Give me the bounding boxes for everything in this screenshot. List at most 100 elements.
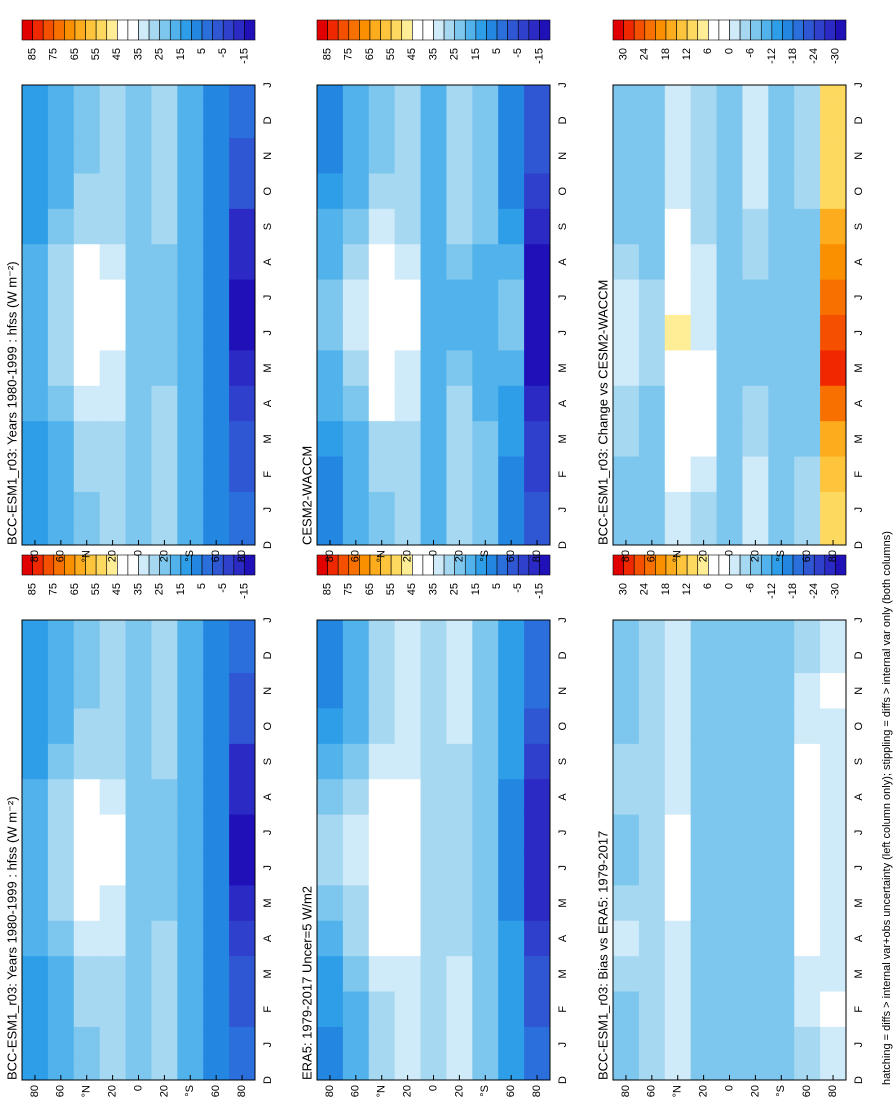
colorbar-label: 25 (154, 48, 166, 60)
cell (742, 672, 769, 709)
cell (664, 243, 692, 280)
cell (394, 208, 421, 245)
y-tick-label: 60 (646, 550, 658, 562)
x-tick-label: A (262, 934, 274, 942)
cell (317, 991, 344, 1027)
cell (420, 314, 447, 351)
cell (203, 137, 230, 174)
colorbar-label: 18 (660, 583, 672, 595)
cell (613, 619, 640, 638)
cell (613, 456, 640, 492)
cell (498, 672, 525, 709)
cell (820, 137, 847, 174)
cell (73, 637, 101, 674)
x-tick-label: N (262, 687, 274, 695)
cell (768, 1061, 795, 1080)
panel-title: BCC-ESM1_r03: Change vs CESM2-WACCM (595, 280, 610, 545)
cell (125, 491, 152, 528)
cell (177, 208, 204, 245)
cell (125, 637, 152, 674)
cell (317, 526, 344, 545)
rotated-page: hatching = diffs > internal var+obs unce… (4, 19, 893, 1097)
x-tick-label: A (557, 934, 569, 942)
y-tick-label: °N (376, 550, 388, 562)
y-tick-label: °S (184, 550, 196, 562)
y-tick-label: 20 (698, 1085, 710, 1097)
cell (820, 884, 847, 921)
cell (768, 619, 795, 638)
cell (125, 1061, 152, 1080)
cell (47, 619, 75, 638)
x-tick-label: O (853, 721, 865, 730)
y-tick-label: 0 (427, 550, 439, 556)
cell (742, 102, 769, 139)
x-tick-label: J (853, 865, 865, 871)
cell (716, 920, 743, 957)
x-tick-label: O (262, 721, 274, 730)
cell (203, 672, 230, 709)
y-tick-label: 60 (350, 1085, 362, 1097)
cell (446, 991, 473, 1027)
colorbar-label: -6 (745, 583, 757, 593)
x-tick-label: J (853, 1042, 865, 1048)
cell (768, 526, 795, 545)
cell (394, 619, 421, 638)
colorbar-box (401, 19, 413, 41)
cell (151, 743, 178, 780)
cell (690, 1061, 717, 1080)
cell (446, 637, 473, 674)
x-tick-label: A (557, 793, 569, 801)
cell (317, 279, 344, 315)
cell (99, 849, 126, 886)
cell (317, 349, 344, 386)
colorbar-label: 0 (723, 583, 735, 589)
cell (613, 920, 640, 957)
cell (716, 672, 743, 709)
cell (368, 243, 396, 280)
colorbar-box (729, 19, 741, 41)
cell (690, 743, 717, 780)
cell (664, 173, 692, 209)
y-tick-label: 60 (801, 550, 813, 562)
cell (742, 1026, 769, 1063)
cell (394, 420, 421, 457)
cell (342, 920, 370, 957)
cell (47, 526, 75, 545)
colorbar-label: 25 (154, 583, 166, 595)
cell (794, 637, 821, 674)
cell (820, 456, 847, 492)
cell (498, 349, 525, 386)
cell (47, 778, 75, 815)
cell (446, 279, 473, 315)
y-tick-label: 0 (427, 1085, 439, 1091)
cell (394, 84, 421, 103)
cell (613, 1061, 640, 1080)
cell (125, 385, 152, 422)
cell (317, 420, 344, 457)
colorbar-label: 45 (406, 48, 418, 60)
colorbar-label: -15 (238, 583, 250, 599)
cell (177, 920, 204, 957)
colorbar-label: -24 (808, 583, 820, 599)
x-tick-label: J (853, 330, 865, 336)
cell (177, 349, 204, 386)
colorbar-box (169, 554, 182, 576)
cell (420, 672, 447, 709)
cell (768, 814, 795, 850)
cell (229, 920, 256, 957)
cell (47, 208, 75, 245)
cell (151, 1061, 178, 1080)
cell (47, 102, 75, 139)
colorbar-box (95, 554, 108, 576)
colorbar-label: 12 (681, 583, 693, 595)
cell (73, 778, 101, 815)
colorbar-label: -15 (533, 583, 545, 599)
cell (472, 102, 499, 139)
x-tick-label: D (262, 1076, 274, 1084)
cell (151, 314, 178, 351)
x-tick-label: O (557, 186, 569, 195)
cell (768, 456, 795, 492)
cell (613, 814, 640, 850)
cell (768, 243, 795, 280)
colorbar-box (813, 554, 826, 576)
